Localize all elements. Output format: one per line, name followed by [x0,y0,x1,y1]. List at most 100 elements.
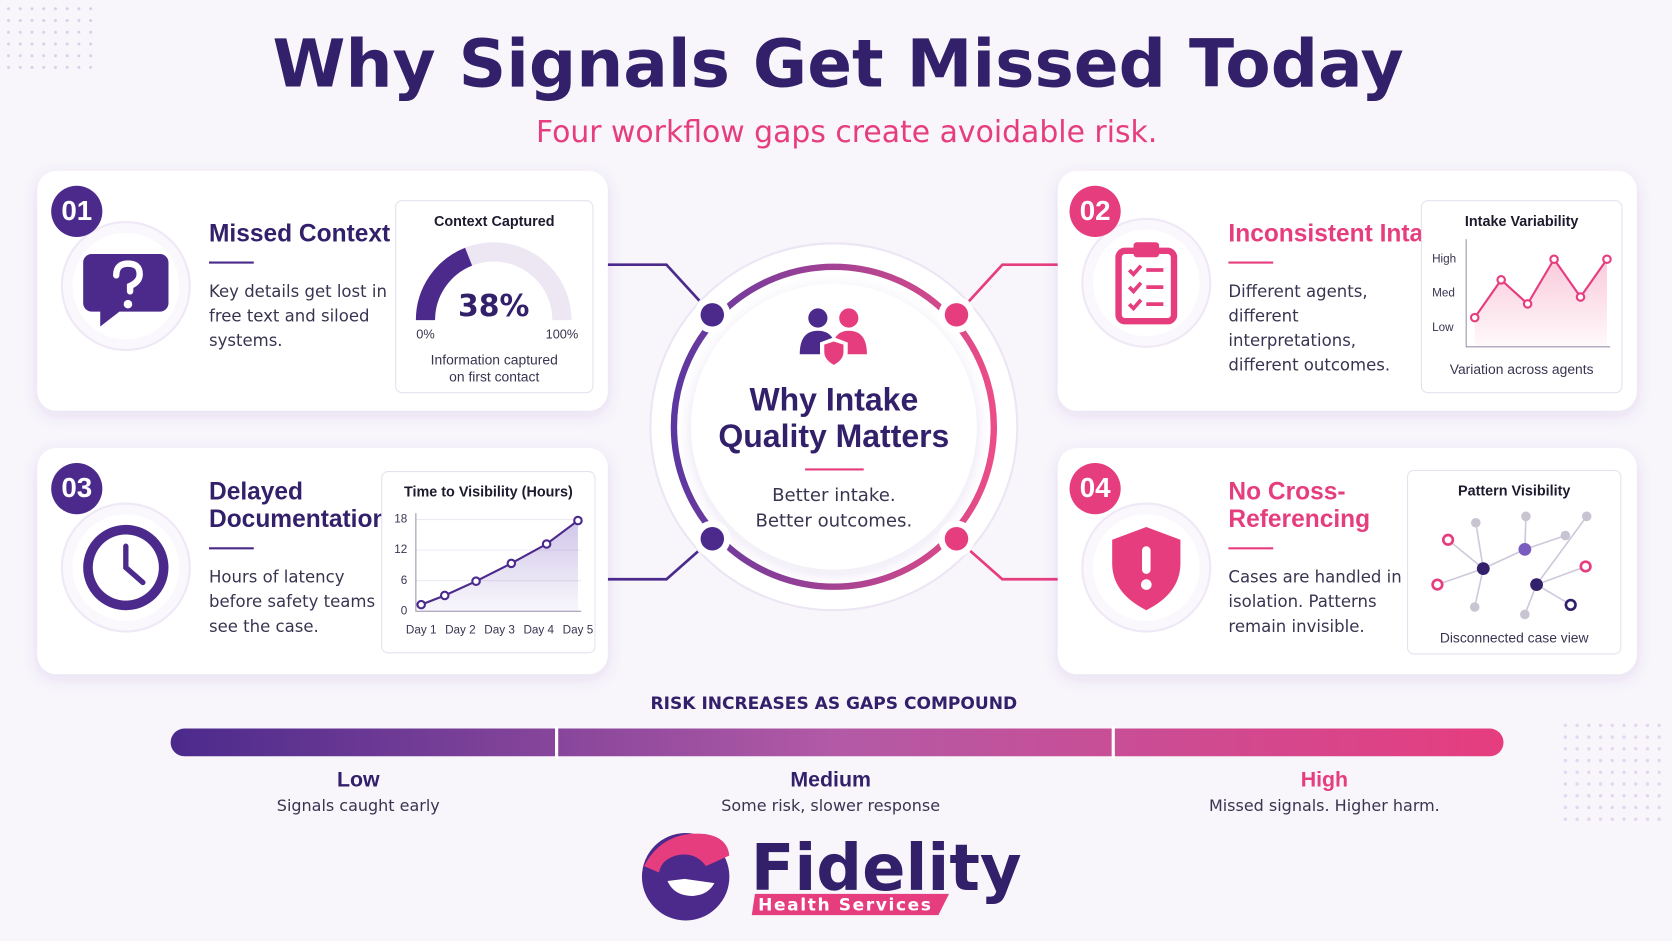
edge [1536,565,1586,586]
node [700,303,725,327]
bg-dot [1634,817,1638,821]
bg-dot [1622,747,1626,751]
bg-dot [1622,817,1626,821]
bg-dot [1634,782,1638,786]
bg-dot [89,65,93,69]
network-node [1521,511,1531,522]
bg-dot [89,54,93,58]
icon [1140,579,1152,590]
number: 03 [61,472,92,503]
bg-dot [1657,805,1661,810]
point [1496,275,1506,285]
logo-name: Fidelity [751,832,1022,906]
network-node [1581,511,1592,522]
network-node [1564,598,1577,611]
risk-description: Signals caught early [277,796,440,815]
node [944,527,969,551]
bg-dot [1657,782,1661,786]
bg-dot [1598,782,1603,786]
bg-dot [7,19,11,23]
logo-mark [644,833,730,873]
logo-mark [667,878,715,896]
bg-dot [1587,723,1591,728]
bg-dot [1575,747,1579,751]
connector [955,263,1058,316]
card-text: Key details get lost in [209,282,387,301]
bg-dot [53,42,57,46]
bg-dot [1587,770,1591,774]
chart-caption: on first contact [449,368,539,384]
bg-dot [1634,723,1638,728]
chart-caption: Disconnected case view [1440,630,1590,646]
bg-dot [1657,758,1661,763]
point [439,590,450,601]
bg-dot [65,19,69,23]
bg-dot [42,30,46,34]
bg-dot [1634,758,1638,763]
chart-caption: Information captured [431,351,558,367]
bg-dot [77,65,81,69]
bg-dot [30,30,34,34]
bg-dot [1587,782,1591,786]
bg-dot [1657,794,1661,798]
number-badge [1069,185,1121,237]
gauge-label: 38% [458,289,529,324]
bg-dot [1610,735,1614,739]
risk-description: Some risk, slower response [721,796,940,815]
number: 01 [61,195,92,226]
bg-dot [1563,794,1568,798]
y-tick-label: Low [1432,321,1454,334]
risk-description: Missed signals. Higher harm. [1209,796,1440,815]
center-title: Quality Matters [718,418,949,454]
chart-title: Time to Visibility (Hours) [404,485,573,501]
node [700,527,725,551]
bg-dot [1645,735,1650,739]
bg-dot [1657,735,1661,739]
bg-dot [65,7,69,11]
network-hub [1518,543,1532,556]
network-hub [1530,578,1543,591]
bg-dot [89,7,93,11]
bg-dot [1645,794,1650,798]
bg-dot [1575,758,1579,763]
icon [123,543,146,586]
risk-label: RISK INCREASES AS GAPS COMPOUND [651,694,1018,714]
bg-dot [1657,770,1661,774]
bg-dot [1598,758,1603,763]
card-title: Inconsistent Intake [1228,220,1450,247]
card-title: Referencing [1228,506,1370,533]
bg-dot [18,30,22,34]
subtitle: Four workflow gaps create avoidable risk… [536,115,1157,150]
bg-dot [1598,723,1603,728]
x-tick-label: Day 5 [563,624,594,637]
icon [808,308,828,328]
gauge-tick-label: 0% [416,326,434,341]
bg-dot [7,7,11,11]
bg-dot [42,54,46,58]
bg-dot [1622,758,1626,763]
bg-dot [30,7,34,11]
edge [1437,567,1484,586]
bg-dot [1610,770,1614,774]
area [1474,259,1607,347]
bg-dot [1575,735,1579,739]
bg-dot [65,54,69,58]
bg-dot [1645,758,1650,763]
bg-dot [1622,770,1626,774]
y-tick-label: High [1432,252,1456,265]
point [1575,292,1586,302]
bg-dot [18,65,22,69]
bg-dot [77,19,81,23]
edge [1535,515,1588,586]
card-text: different [1228,306,1299,325]
point [471,576,481,586]
bg-dot [1587,747,1591,751]
icon [1142,546,1151,574]
network-node [1560,530,1571,541]
x-tick-label: Day 4 [523,624,554,637]
edge [1524,534,1566,551]
bg-dot [1598,735,1603,739]
icon [83,254,169,327]
bg-dot [65,42,69,46]
